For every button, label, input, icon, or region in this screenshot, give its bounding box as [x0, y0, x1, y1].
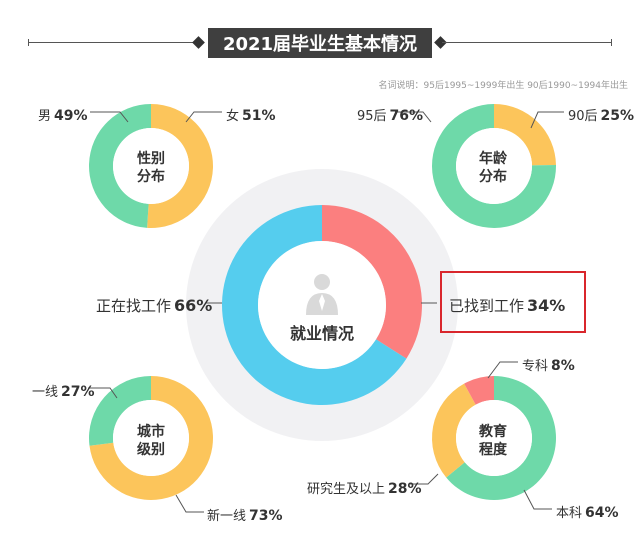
donut-hole — [456, 400, 532, 476]
leader-line — [410, 473, 439, 485]
donut-slice — [494, 104, 556, 166]
slice-value: 25% — [600, 108, 635, 124]
city-tier1-label: 一线 27% — [32, 381, 95, 400]
gender-female-label: 女 51% — [226, 105, 276, 124]
slice-value: 49% — [54, 108, 88, 124]
job-found-label: 已找到工作 34% — [449, 295, 565, 316]
slice-label: 正在找工作 — [96, 297, 172, 315]
center-line: 分布 — [137, 169, 165, 185]
donut-slice — [446, 376, 556, 500]
leader-line — [487, 361, 518, 379]
slice-value: 34% — [527, 296, 566, 315]
donut-slice — [89, 376, 214, 500]
title-rule-right — [442, 42, 612, 43]
slice-label: 本科 — [556, 506, 583, 521]
donut-slice — [221, 205, 407, 405]
donut-hole — [113, 400, 189, 476]
edu-junior-label: 专科 8% — [522, 355, 575, 374]
highlight-box — [440, 271, 586, 333]
slice-value: 8% — [551, 358, 575, 374]
donut-hole — [113, 128, 189, 204]
donut-hole — [456, 128, 532, 204]
leader-line — [175, 494, 204, 513]
slice-value: 73% — [249, 508, 283, 524]
leader-line — [90, 111, 129, 123]
slice-label: 男 — [38, 109, 52, 124]
slice-label: 已找到工作 — [449, 297, 525, 315]
employment-center-label: 就业情况 — [272, 325, 372, 343]
slice-label: 女 — [226, 109, 240, 124]
center-line: 教育 — [479, 424, 507, 440]
title-rule-tick — [611, 39, 612, 46]
age-95-label: 95后 76% — [357, 105, 423, 124]
leader-line — [530, 111, 564, 129]
term-note: 名词说明：95后1995~1999年出生 90后1990~1994年出生 — [378, 81, 628, 91]
slice-value: 66% — [174, 296, 213, 315]
donut-slice — [431, 104, 556, 228]
donut-slice — [147, 104, 214, 228]
center-line: 城市 — [137, 424, 165, 440]
person-icon — [314, 274, 330, 290]
leader-line — [395, 111, 432, 123]
page-title: 2021届毕业生基本情况 — [208, 28, 432, 58]
job-seeking-label: 正在找工作 66% — [96, 295, 212, 316]
donut-slice — [322, 205, 422, 359]
leader-line — [185, 111, 222, 123]
edu-bachelor-label: 本科 64% — [556, 502, 619, 521]
center-line: 级别 — [137, 442, 165, 458]
slice-value: 27% — [61, 384, 95, 400]
slice-label: 新一线 — [207, 509, 247, 524]
slice-label: 一线 — [32, 385, 59, 400]
tie-icon — [319, 294, 325, 311]
edu-grad-label: 研究生及以上 28% — [307, 478, 422, 497]
gender-center-label: 性别 分布 — [121, 150, 181, 186]
city-newtier1-label: 新一线 73% — [207, 505, 283, 524]
donut-slice — [431, 383, 476, 478]
center-line: 分布 — [479, 169, 507, 185]
city-center-label: 城市 级别 — [121, 423, 181, 459]
slice-value: 28% — [388, 481, 422, 497]
edu-center-label: 教育 程度 — [463, 423, 523, 459]
slice-label: 研究生及以上 — [307, 482, 386, 497]
slice-value: 64% — [585, 505, 619, 521]
donut-slice — [464, 376, 494, 405]
center-line: 性别 — [137, 151, 165, 167]
age-90-label: 90后 25% — [568, 105, 634, 124]
gender-male-label: 男 49% — [38, 105, 88, 124]
leader-line — [88, 387, 118, 399]
donut-slice — [89, 104, 151, 228]
title-rule-tick — [28, 39, 29, 46]
center-line: 年龄 — [479, 151, 507, 167]
slice-label: 95后 — [357, 109, 387, 124]
donut-slice — [89, 376, 151, 446]
age-center-label: 年龄 分布 — [463, 150, 523, 186]
slice-label: 专科 — [522, 359, 549, 374]
leader-line — [523, 489, 552, 510]
slice-value: 51% — [242, 108, 276, 124]
title-bar: 2021届毕业生基本情况 — [0, 0, 640, 80]
slice-value: 76% — [389, 108, 424, 124]
slice-label: 90后 — [568, 109, 598, 124]
center-line: 程度 — [479, 442, 507, 458]
title-rule-left — [28, 42, 198, 43]
center-line: 就业情况 — [289, 324, 354, 343]
